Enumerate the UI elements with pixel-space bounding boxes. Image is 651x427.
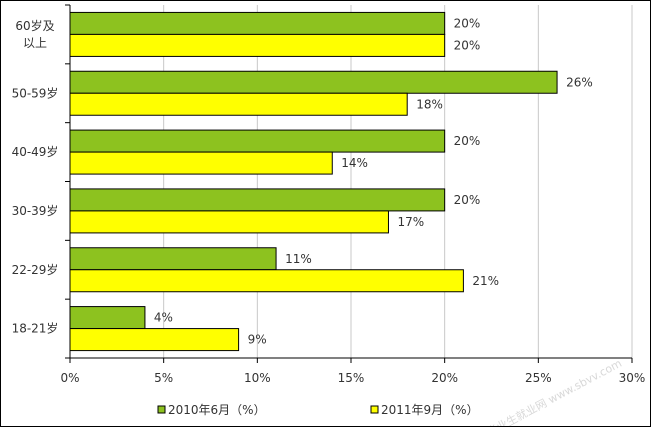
- data-label: 14%: [341, 156, 368, 170]
- bar: [69, 92, 408, 116]
- data-label: 20%: [454, 16, 481, 30]
- x-tick-label: 5%: [154, 371, 173, 385]
- grid-lines: [163, 5, 633, 358]
- data-label: 21%: [472, 274, 499, 288]
- bar: [69, 188, 446, 212]
- watermark-text: 毕业生就业网 www.sbvv.com: [484, 356, 624, 426]
- data-label: 20%: [454, 38, 481, 52]
- labels: 0% 5% 10% 15% 20% 25% 30% 20% 20% 60岁及以上 26% 18% 50-…: [12, 16, 646, 385]
- category-label: 50-59岁: [12, 85, 59, 100]
- data-label: 4%: [154, 311, 173, 325]
- legend-swatch: [370, 405, 379, 414]
- data-label: 11%: [285, 252, 312, 266]
- x-tick-label: 15%: [338, 371, 365, 385]
- bar: [69, 269, 464, 293]
- bar: [69, 306, 146, 330]
- data-label: 17%: [397, 215, 424, 229]
- data-label: 20%: [454, 134, 481, 148]
- bar: [69, 33, 446, 57]
- data-label: 9%: [248, 333, 267, 347]
- bars: [69, 11, 558, 352]
- x-tick-label: 10%: [244, 371, 271, 385]
- x-tick-label: 0%: [60, 371, 79, 385]
- bar: [69, 328, 240, 352]
- x-tick-label: 20%: [431, 371, 458, 385]
- data-label: 20%: [454, 193, 481, 207]
- bar: [69, 247, 277, 271]
- data-label: 26%: [566, 75, 593, 89]
- legend: 2010年6月（%） 2011年9月（%）: [157, 403, 479, 417]
- axes: [65, 4, 633, 363]
- category-label: 30-39岁: [12, 203, 59, 218]
- bar: [69, 151, 333, 175]
- bar: [69, 210, 389, 234]
- bar: [69, 129, 446, 153]
- watermark: 毕业生就业网 www.sbvv.com: [484, 356, 624, 426]
- category-label: 22-29岁: [12, 262, 59, 277]
- data-label: 18%: [416, 97, 443, 111]
- x-tick-label: 30%: [619, 371, 646, 385]
- x-tick-label: 25%: [525, 371, 552, 385]
- category-label: 18-21岁: [12, 321, 59, 336]
- category-label: 60岁及以上: [15, 18, 54, 50]
- bar: [69, 70, 558, 94]
- legend-label: 2010年6月（%）: [168, 403, 266, 417]
- category-label: 40-49岁: [12, 144, 59, 159]
- legend-label: 2011年9月（%）: [381, 403, 479, 417]
- bar: [69, 11, 446, 35]
- legend-swatch: [157, 405, 166, 414]
